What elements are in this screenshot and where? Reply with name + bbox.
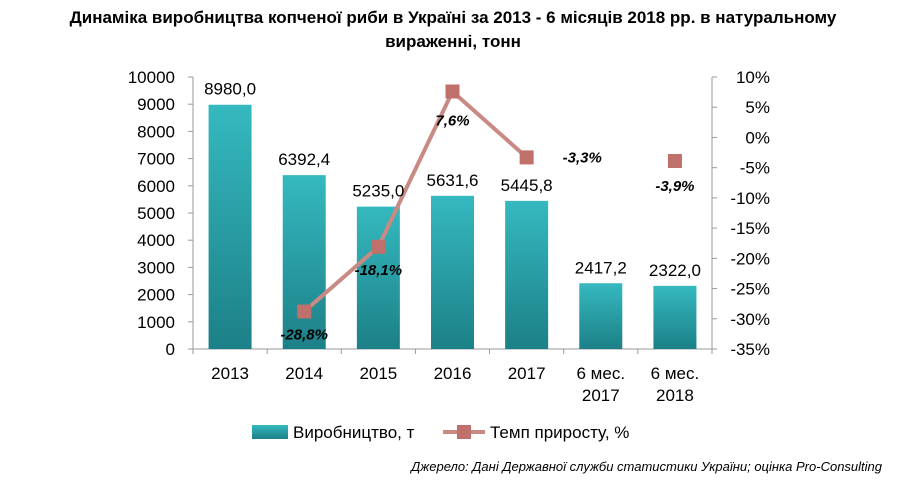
right-tick-label: -20% [730, 249, 770, 268]
right-tick-label: -5% [740, 159, 770, 178]
x-tick-label: 2015 [359, 364, 397, 383]
left-tick-label: 1000 [137, 313, 175, 332]
bar-value-label: 2322,0 [649, 261, 701, 280]
right-tick-label: -25% [730, 280, 770, 299]
bar-value-label: 5445,8 [501, 176, 553, 195]
x-tick-label: 2017 [508, 364, 546, 383]
growth-rate-marker [297, 304, 312, 319]
legend-bar-label: Виробництво, т [293, 423, 415, 442]
left-tick-label: 0 [166, 340, 175, 359]
chart-title-line-2: вираженні, тонн [385, 32, 521, 51]
right-tick-label: 10% [736, 68, 770, 87]
right-tick-label: 5% [745, 98, 770, 117]
left-tick-label: 4000 [137, 231, 175, 250]
right-tick-label: -15% [730, 219, 770, 238]
right-tick-label: -35% [730, 340, 770, 359]
growth-rate-label: 7,6% [435, 113, 469, 130]
chart-title: Динаміка виробництва копченої риби в Укр… [0, 6, 906, 54]
bar-value-label: 5235,0 [352, 182, 404, 201]
left-tick-label: 6000 [137, 177, 175, 196]
growth-rate-line [302, 89, 528, 314]
source-note: Джерело: Дані Державної служби статистик… [411, 459, 882, 474]
left-tick-label: 5000 [137, 204, 175, 223]
bar [653, 285, 697, 349]
bar-value-label: 2417,2 [575, 258, 627, 277]
bar-value-label: 5631,6 [427, 171, 479, 190]
x-tick-label: 6 мес. [577, 364, 626, 383]
left-tick-label: 3000 [137, 258, 175, 277]
legend-line-marker [457, 425, 471, 439]
growth-rate-label: -3,3% [563, 149, 602, 166]
bar [579, 283, 623, 349]
legend-bar-swatch [252, 425, 288, 439]
growth-rate-marker [445, 84, 460, 99]
bar-value-label: 6392,4 [278, 150, 330, 169]
bar [431, 195, 474, 349]
legend-line-label: Темп приросту, % [490, 423, 629, 442]
chart-title-line-1: Динаміка виробництва копченої риби в Укр… [69, 8, 837, 27]
growth-rate-marker [667, 154, 682, 169]
x-tick-label: 2016 [434, 364, 472, 383]
growth-rate-label: -3,9% [655, 178, 694, 195]
growth-rate-label: -18,1% [355, 262, 403, 279]
x-tick-label: 2018 [656, 386, 694, 405]
right-tick-label: -10% [730, 189, 770, 208]
x-tick-label: 2017 [582, 386, 620, 405]
bar [356, 206, 400, 349]
left-tick-label: 10000 [128, 68, 175, 87]
bar-value-label: 8980,0 [204, 80, 256, 99]
bar [282, 175, 326, 349]
left-tick-label: 8000 [137, 122, 175, 141]
bar [208, 104, 252, 349]
bar [505, 200, 549, 349]
growth-rate-marker [519, 150, 534, 165]
right-tick-label: -30% [730, 310, 770, 329]
left-tick-label: 7000 [137, 150, 175, 169]
right-tick-label: 0% [745, 128, 770, 147]
left-tick-label: 9000 [137, 95, 175, 114]
left-tick-label: 2000 [137, 286, 175, 305]
growth-rate-label: -28,8% [280, 327, 328, 344]
x-tick-label: 2014 [285, 364, 323, 383]
x-tick-label: 2013 [211, 364, 249, 383]
x-tick-label: 6 мес. [651, 364, 700, 383]
growth-rate-marker [371, 239, 386, 254]
